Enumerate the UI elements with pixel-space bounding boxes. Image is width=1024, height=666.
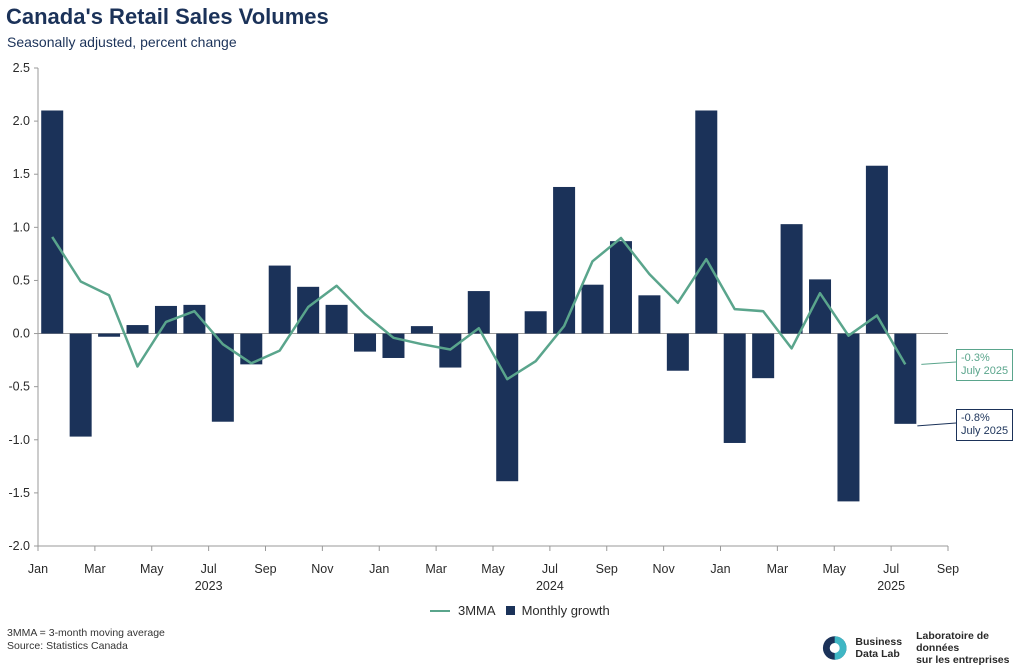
chart-subtitle: Seasonally adjusted, percent change xyxy=(7,34,237,50)
footnote-source: Source: Statistics Canada xyxy=(7,640,128,652)
bar xyxy=(894,333,917,424)
line-3mma xyxy=(51,236,907,381)
callout-monthly-pointer xyxy=(917,422,957,427)
bar xyxy=(553,186,576,334)
bar xyxy=(865,165,888,334)
legend-monthly-swatch xyxy=(505,606,515,615)
x-tick-label: Nov xyxy=(653,562,676,576)
y-tick-label: -0.5 xyxy=(8,380,30,394)
bar xyxy=(240,333,263,365)
x-tick-label: May xyxy=(481,562,505,576)
x-tick-label: May xyxy=(822,562,846,576)
bar xyxy=(69,333,92,437)
callout-3mma-value: -0.3% xyxy=(961,352,990,364)
y-tick-label: 0.5 xyxy=(13,273,30,287)
bar-series xyxy=(41,110,917,502)
y-tick-label: -1.0 xyxy=(8,433,30,447)
x-year-label: 2023 xyxy=(195,579,223,593)
x-tick-label: Jul xyxy=(201,562,217,576)
x-tick-label: Jan xyxy=(28,562,48,576)
y-tick-label: 0.0 xyxy=(13,327,30,341)
bar xyxy=(780,224,803,334)
bar xyxy=(638,295,661,334)
x-tick-label: Sep xyxy=(596,562,618,576)
callout-3mma-pointer xyxy=(921,361,957,365)
y-tick-label: 2.5 xyxy=(13,61,30,75)
callout-monthly-date: July 2025 xyxy=(961,425,1009,437)
bar xyxy=(325,304,348,334)
bar xyxy=(297,286,320,334)
callout-monthly-value: -0.8% xyxy=(961,412,990,424)
bar xyxy=(467,291,490,334)
bar xyxy=(496,333,519,482)
bar xyxy=(695,110,718,334)
bar xyxy=(354,333,377,352)
y-tick-label: 1.5 xyxy=(13,167,30,181)
bar xyxy=(752,333,775,379)
chart-title: Canada's Retail Sales Volumes xyxy=(6,4,329,29)
x-tick-label: Jul xyxy=(883,562,899,576)
legend-3mma-label: 3MMA xyxy=(458,603,496,618)
bar xyxy=(410,326,433,334)
brand-en-line2: Data Lab xyxy=(855,648,900,660)
bar xyxy=(98,333,121,337)
chart-area: 2.5 2.0 1.5 1.0 0.5 0.0 -0.5 -1.0 -1.5 -2.0 Jan Ma… xyxy=(8,61,959,593)
x-tick-label: Sep xyxy=(937,562,959,576)
bar xyxy=(41,110,64,334)
y-tick-label: -2.0 xyxy=(8,539,30,553)
legend-monthly-label: Monthly growth xyxy=(521,603,610,618)
bar xyxy=(609,241,632,334)
brand-en-line1: Business xyxy=(855,636,903,648)
x-tick-label: Nov xyxy=(311,562,334,576)
bar xyxy=(126,325,149,334)
bar xyxy=(524,311,547,334)
x-tick-label: Mar xyxy=(84,562,106,576)
bar xyxy=(268,265,291,334)
x-tick-label: Mar xyxy=(767,562,789,576)
line-series xyxy=(51,236,907,381)
bar xyxy=(723,333,746,443)
y-tick-label: -1.5 xyxy=(8,486,30,500)
bar xyxy=(837,333,860,502)
brand-fr-line2: sur les entreprises xyxy=(916,654,1010,666)
callout-monthly: -0.8% July 2025 xyxy=(956,409,1014,441)
brand-logo: Business Data Lab Laboratoire de données… xyxy=(822,630,1024,666)
footnote-3mma: 3MMA = 3-month moving average xyxy=(7,627,165,639)
x-tick-label: Jan xyxy=(369,562,389,576)
x-tick-label: Sep xyxy=(254,562,276,576)
callout-3mma-date: July 2025 xyxy=(961,365,1009,377)
x-axis-labels: Jan Mar May Jul Sep Nov Jan Mar May Jul Sep Nov Jan M… xyxy=(28,546,959,593)
x-tick-label: Jan xyxy=(710,562,730,576)
x-tick-label: Mar xyxy=(425,562,447,576)
brand-fr-line1: Laboratoire de données xyxy=(916,630,990,654)
brand-mark-icon xyxy=(822,636,847,660)
bar xyxy=(154,305,177,334)
x-tick-label: May xyxy=(140,562,164,576)
y-tick-label: 1.0 xyxy=(13,220,30,234)
callout-3mma: -0.3% July 2025 xyxy=(956,349,1014,381)
bar xyxy=(211,333,234,422)
x-year-label: 2025 xyxy=(877,579,905,593)
bar xyxy=(809,279,832,334)
legend: 3MMA Monthly growth xyxy=(430,603,610,618)
y-tick-label: 2.0 xyxy=(13,114,30,128)
x-year-label: 2024 xyxy=(536,579,564,593)
x-tick-label: Jul xyxy=(542,562,558,576)
bar xyxy=(666,333,689,371)
bar xyxy=(581,284,604,334)
legend-3mma-swatch xyxy=(430,609,450,612)
